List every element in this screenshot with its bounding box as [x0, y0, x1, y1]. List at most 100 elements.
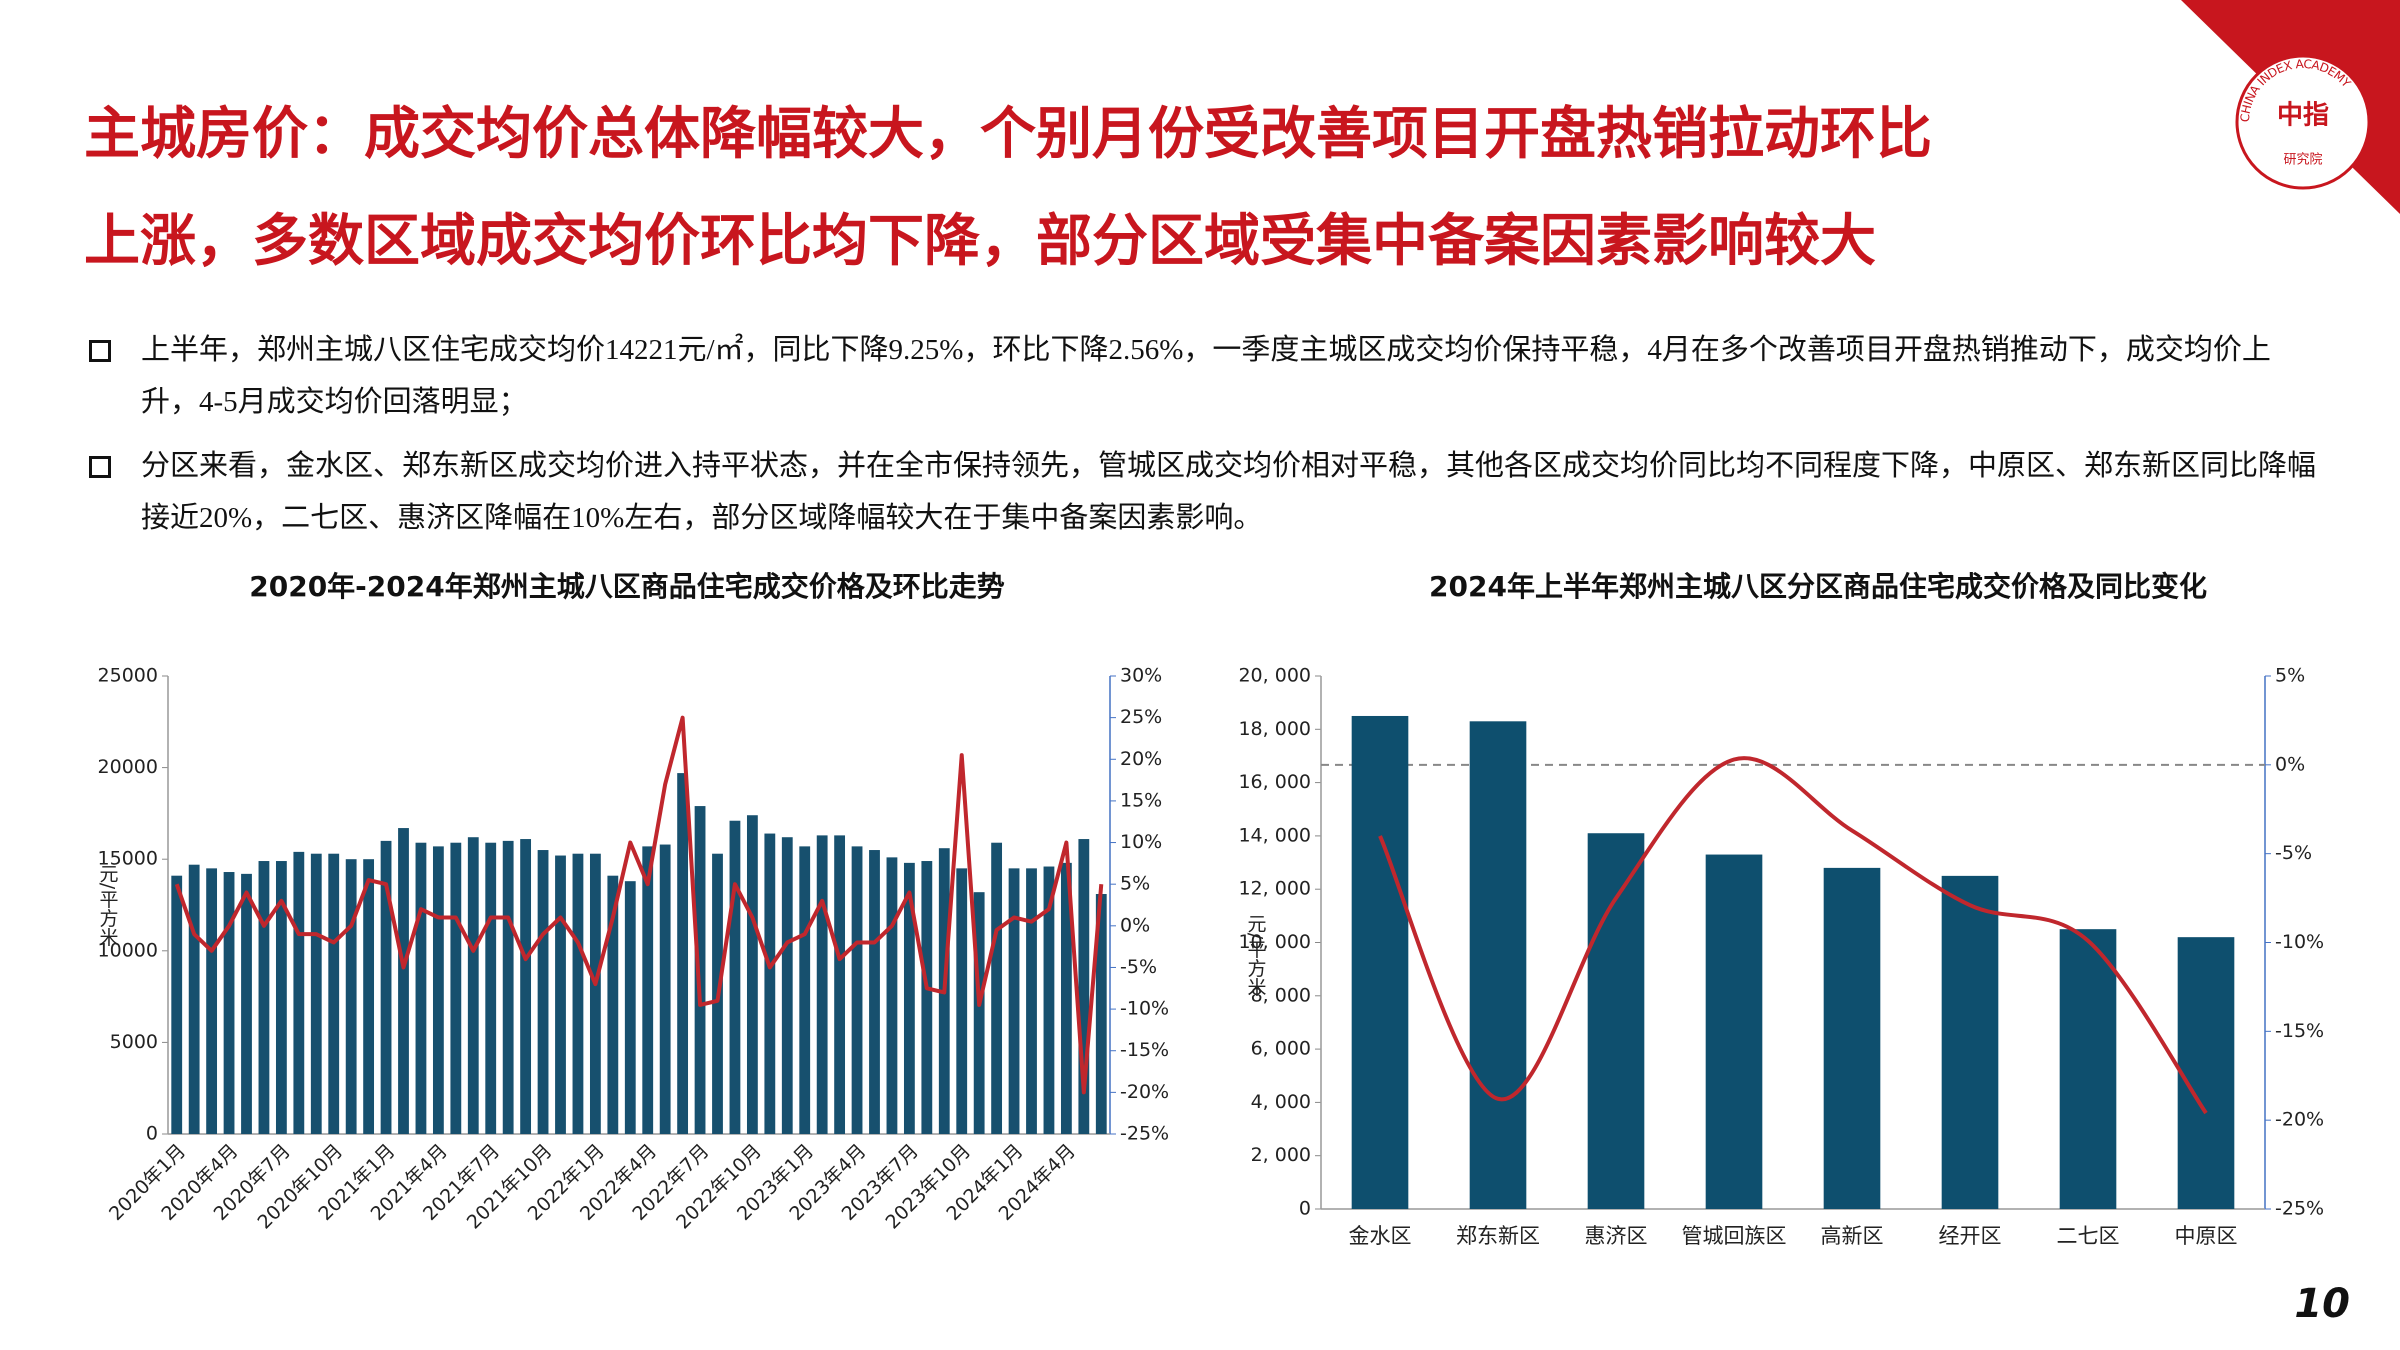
- x-tick-label: 经开区: [1939, 1224, 2002, 1248]
- y-tick-label: 10, 000: [1238, 931, 1311, 953]
- y-tick-label: 18, 000: [1238, 718, 1311, 740]
- bar: [328, 853, 340, 1134]
- y-tick-label: 5000: [110, 1031, 158, 1053]
- y-tick-label: 20, 000: [1238, 665, 1311, 687]
- slide-title: 上涨，多数区域成交均价环比均下降，部分区域受集中备案因素影响较大: [84, 209, 1876, 274]
- x-tick-label: 郑东新区: [1456, 1224, 1540, 1248]
- bullet-text: 分区来看，金水区、郑东新区成交均价进入持平状态，并在全市保持领先，管城区成交均价…: [141, 450, 2317, 534]
- bar: [223, 872, 235, 1134]
- bar: [921, 861, 933, 1134]
- x-tick-label: 高新区: [1821, 1224, 1884, 1248]
- bar: [903, 862, 915, 1134]
- chart-title: 2020年-2024年郑州主城八区商品住宅成交价格及环比走势: [249, 570, 1004, 603]
- bar: [171, 875, 183, 1134]
- bar: [1587, 833, 1645, 1209]
- line: [1378, 756, 2208, 1115]
- bar: [746, 815, 758, 1134]
- bar: [432, 846, 444, 1134]
- bar: [956, 868, 968, 1134]
- y2-tick-label: 30%: [1120, 665, 1162, 687]
- bar: [1060, 862, 1072, 1134]
- bar: [677, 773, 689, 1134]
- bar: [973, 892, 985, 1134]
- y2-tick-label: -15%: [2275, 1020, 2324, 1042]
- bar: [607, 875, 619, 1134]
- bar: [1008, 868, 1020, 1134]
- y-tick-label: 12, 000: [1238, 878, 1311, 900]
- chart-title: 2024年上半年郑州主城八区分区商品住宅成交价格及同比变化: [1429, 570, 2207, 603]
- y2-tick-label: 15%: [1120, 789, 1162, 811]
- y-tick-label: 25000: [98, 665, 158, 687]
- bar: [572, 853, 584, 1134]
- bar: [886, 857, 898, 1134]
- logo-name: 研究院: [2283, 153, 2322, 168]
- y-tick-label: 0: [146, 1123, 158, 1145]
- logo: [2235, 54, 2371, 190]
- x-tick-label: 中原区: [2175, 1224, 2238, 1248]
- bar: [537, 850, 549, 1134]
- y2-tick-label: -20%: [2275, 1109, 2324, 1131]
- x-tick-label: 二七区: [2057, 1224, 2120, 1248]
- bar: [764, 833, 776, 1134]
- bar: [1705, 854, 1763, 1209]
- bar: [398, 828, 409, 1134]
- bar: [1941, 875, 1999, 1209]
- bar: [188, 864, 200, 1134]
- y-tick-label: 10000: [98, 939, 158, 961]
- y2-tick-label: -10%: [1120, 998, 1169, 1020]
- x-tick-label: 管城回族区: [1682, 1224, 1787, 1248]
- bar: [659, 844, 671, 1134]
- y2-tick-label: -25%: [1120, 1123, 1169, 1145]
- bar: [310, 853, 322, 1134]
- y2-tick-label: -10%: [2275, 931, 2324, 953]
- y-tick-label: 8, 000: [1251, 984, 1311, 1006]
- y2-tick-label: 0%: [1120, 914, 1150, 936]
- bar: [1078, 839, 1090, 1134]
- bar: [1026, 868, 1037, 1134]
- bullet-icon: [89, 456, 111, 478]
- bar: [2177, 937, 2235, 1209]
- bar: [380, 840, 392, 1134]
- bar: [363, 859, 375, 1134]
- bar: [694, 806, 706, 1134]
- bar: [816, 835, 828, 1134]
- bar: [799, 846, 811, 1134]
- bar: [206, 868, 218, 1134]
- y2-tick-label: -5%: [1120, 956, 1157, 978]
- bar: [781, 837, 793, 1134]
- y2-tick-label: 25%: [1120, 706, 1162, 728]
- bar: [415, 842, 427, 1134]
- y2-tick-label: 5%: [2275, 665, 2305, 687]
- y-tick-label: 14, 000: [1238, 824, 1311, 846]
- bar: [589, 853, 601, 1134]
- bar: [450, 842, 462, 1134]
- bullet-icon: [89, 340, 111, 362]
- bar: [485, 842, 497, 1134]
- y-tick-label: 4, 000: [1251, 1091, 1311, 1113]
- bar: [1351, 715, 1409, 1209]
- bar: [1043, 866, 1055, 1134]
- y-tick-label: 2, 000: [1251, 1144, 1311, 1166]
- bar: [2059, 929, 2117, 1209]
- y-tick-label: 6, 000: [1251, 1038, 1311, 1060]
- bar: [467, 837, 479, 1134]
- y2-tick-label: -5%: [2275, 842, 2312, 864]
- bullet: 分区来看，金水区、郑东新区成交均价进入持平状态，并在全市保持领先，管城区成交均价…: [89, 440, 2317, 544]
- y2-tick-label: -25%: [2275, 1198, 2324, 1220]
- bar: [991, 842, 1003, 1134]
- bar: [1823, 867, 1881, 1209]
- y-tick-label: 20000: [98, 756, 158, 778]
- y-tick-label: 15000: [98, 848, 158, 870]
- y2-tick-label: 10%: [1120, 831, 1162, 853]
- y-axis-label: 元/平方米: [1245, 914, 1267, 996]
- bar: [869, 850, 880, 1134]
- bar: [258, 861, 270, 1134]
- bar: [624, 881, 636, 1134]
- bar: [293, 851, 305, 1134]
- logo-mark: 中指: [2277, 101, 2329, 131]
- bullet-text: 上半年，郑州主城八区住宅成交均价14221元/㎡，同比下降9.25%，环比下降2…: [141, 334, 2271, 418]
- y2-tick-label: 5%: [1120, 873, 1150, 895]
- bar: [642, 846, 654, 1134]
- bar: [241, 873, 252, 1134]
